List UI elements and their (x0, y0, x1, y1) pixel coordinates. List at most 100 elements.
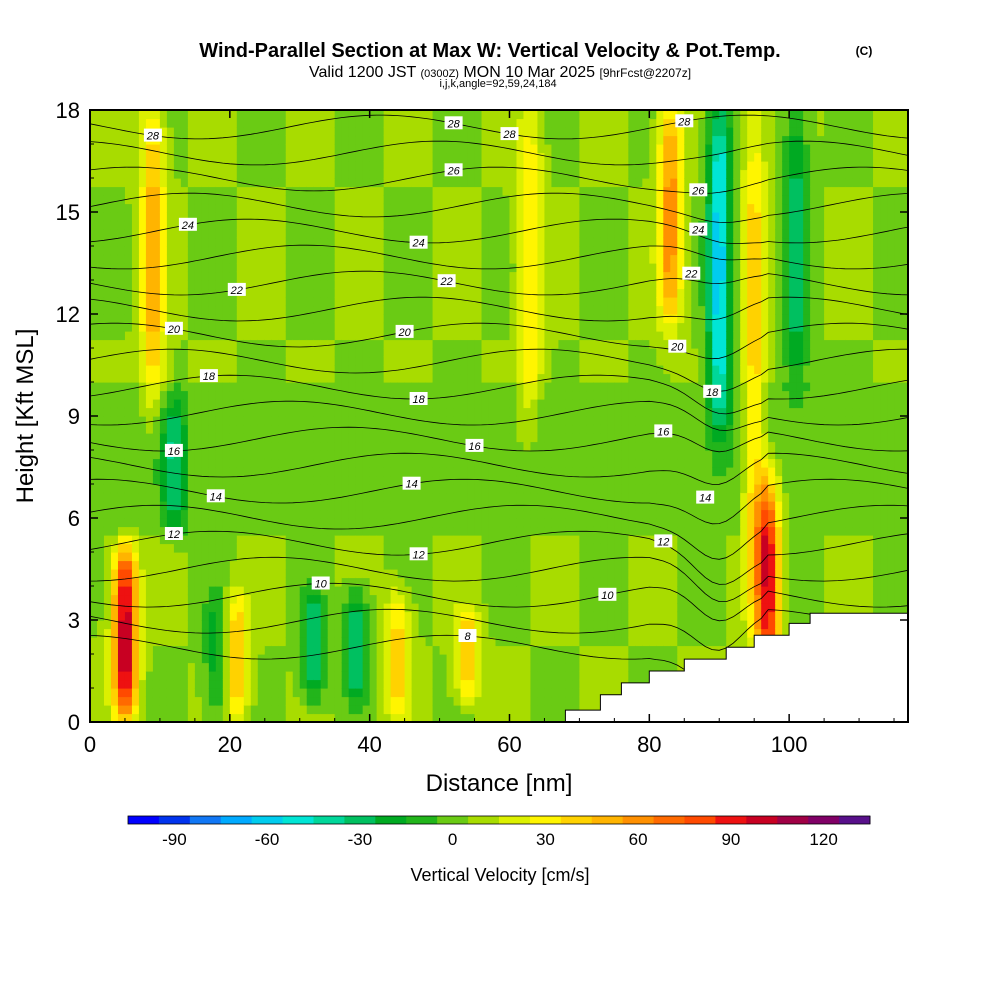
field-cell (348, 458, 357, 468)
field-cell (320, 322, 329, 332)
field-cell (117, 356, 126, 366)
field-cell (474, 365, 483, 375)
field-cell (110, 186, 119, 196)
field-cell (425, 484, 434, 494)
field-cell (215, 569, 224, 579)
field-cell (551, 458, 560, 468)
field-cell (90, 373, 98, 383)
field-cell (355, 322, 364, 332)
field-cell (278, 229, 287, 239)
field-cell (558, 127, 567, 137)
field-cell (348, 127, 357, 137)
field-cell (551, 322, 560, 332)
field-cell (502, 679, 511, 689)
field-cell (278, 611, 287, 621)
field-cell (488, 433, 497, 443)
field-cell (285, 637, 294, 647)
field-cell (327, 560, 336, 570)
field-cell (152, 331, 161, 341)
field-cell (131, 195, 140, 205)
field-cell (502, 433, 511, 443)
field-cell (523, 169, 532, 179)
field-cell (243, 458, 252, 468)
field-cell (201, 484, 210, 494)
field-cell (292, 254, 301, 264)
field-cell (180, 135, 189, 145)
field-cell (222, 458, 231, 468)
field-cell (425, 526, 434, 536)
field-cell (432, 654, 441, 664)
field-cell (446, 178, 455, 188)
field-cell (390, 620, 399, 630)
field-cell (103, 620, 112, 630)
field-cell (376, 161, 385, 171)
field-cell (187, 662, 196, 672)
field-cell (369, 518, 378, 528)
field-cell (96, 127, 105, 137)
field-cell (250, 178, 259, 188)
field-cell (306, 654, 315, 664)
field-cell (250, 203, 259, 213)
field-cell (397, 501, 406, 511)
field-cell (103, 713, 112, 722)
field-cell (544, 637, 553, 647)
field-cell (439, 424, 448, 434)
field-cell (166, 611, 175, 621)
field-cell (439, 314, 448, 324)
field-cell (565, 424, 574, 434)
field-cell (222, 645, 231, 655)
field-cell (502, 586, 511, 596)
field-cell (90, 305, 98, 315)
field-cell (138, 390, 147, 400)
field-cell (481, 705, 490, 715)
field-cell (446, 339, 455, 349)
field-cell (404, 382, 413, 392)
field-cell (236, 433, 245, 443)
field-cell (460, 501, 469, 511)
field-cell (243, 178, 252, 188)
field-cell (229, 416, 238, 426)
field-cell (320, 637, 329, 647)
field-cell (544, 492, 553, 502)
field-cell (313, 152, 322, 162)
field-cell (530, 705, 539, 715)
field-cell (432, 186, 441, 196)
field-cell (523, 552, 532, 562)
field-cell (362, 620, 371, 630)
field-cell (117, 186, 126, 196)
field-cell (187, 603, 196, 613)
field-cell (551, 263, 560, 273)
field-cell (341, 645, 350, 655)
field-cell (474, 280, 483, 290)
field-cell (376, 662, 385, 672)
field-cell (432, 305, 441, 315)
field-cell (558, 348, 567, 358)
field-cell (565, 501, 574, 511)
field-cell (572, 654, 580, 664)
field-cell (523, 348, 532, 358)
field-cell (495, 535, 504, 545)
field-cell (180, 637, 189, 647)
field-cell (432, 688, 441, 698)
field-cell (250, 713, 259, 722)
field-cell (96, 526, 105, 536)
field-cell (362, 254, 371, 264)
field-cell (313, 407, 322, 417)
field-cell (390, 314, 399, 324)
field-cell (159, 110, 168, 120)
field-cell (502, 577, 511, 587)
field-cell (383, 186, 392, 196)
field-cell (299, 654, 308, 664)
field-cell (278, 331, 287, 341)
field-cell (201, 305, 210, 315)
field-cell (565, 288, 574, 298)
field-cell (208, 713, 217, 722)
field-cell (166, 424, 175, 434)
field-cell (495, 696, 504, 706)
field-cell (390, 186, 399, 196)
field-cell (355, 713, 364, 722)
field-cell (362, 229, 371, 239)
field-cell (502, 271, 511, 281)
field-cell (362, 288, 371, 298)
field-cell (425, 603, 434, 613)
